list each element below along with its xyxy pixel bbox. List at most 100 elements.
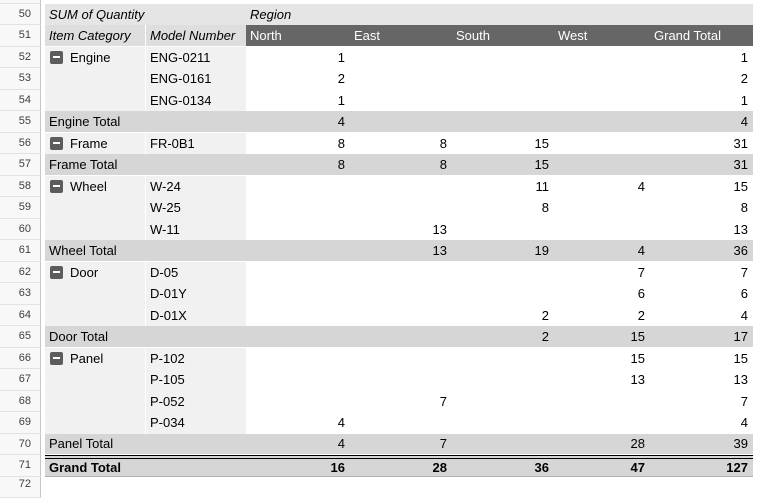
- value-cell[interactable]: [350, 369, 452, 391]
- total-value-cell[interactable]: 17: [650, 326, 753, 348]
- grand-total-label-cell[interactable]: Grand Total: [45, 455, 246, 477]
- value-cell[interactable]: [350, 90, 452, 112]
- value-cell[interactable]: 4: [554, 176, 650, 198]
- category-cell[interactable]: Frame: [45, 133, 145, 155]
- collapse-button[interactable]: [50, 137, 63, 150]
- total-value-cell[interactable]: 4: [246, 434, 350, 456]
- value-cell[interactable]: 2: [650, 68, 753, 90]
- category-cell[interactable]: Panel: [45, 348, 145, 370]
- model-number-header[interactable]: Model Number: [145, 25, 246, 47]
- value-cell[interactable]: [452, 412, 554, 434]
- value-cell[interactable]: [350, 305, 452, 327]
- value-cell[interactable]: 1: [650, 90, 753, 112]
- value-cell[interactable]: 4: [650, 305, 753, 327]
- row-number[interactable]: 57: [0, 154, 41, 176]
- total-value-cell[interactable]: [452, 111, 554, 133]
- value-cell[interactable]: 11: [452, 176, 554, 198]
- category-cell[interactable]: [45, 369, 145, 391]
- value-cell[interactable]: [452, 90, 554, 112]
- column-header-north[interactable]: North: [246, 25, 350, 47]
- total-value-cell[interactable]: 15: [452, 154, 554, 176]
- value-cell[interactable]: 13: [650, 219, 753, 241]
- value-cell[interactable]: [554, 197, 650, 219]
- value-cell[interactable]: [452, 348, 554, 370]
- category-cell[interactable]: [45, 391, 145, 413]
- column-header-grand-total[interactable]: Grand Total: [650, 25, 753, 47]
- value-cell[interactable]: 31: [650, 133, 753, 155]
- model-cell[interactable]: P-102: [145, 348, 246, 370]
- model-cell[interactable]: P-105: [145, 369, 246, 391]
- value-cell[interactable]: [452, 47, 554, 69]
- value-cell[interactable]: 8: [350, 133, 452, 155]
- value-cell[interactable]: [554, 68, 650, 90]
- value-cell[interactable]: 2: [554, 305, 650, 327]
- value-cell[interactable]: [452, 262, 554, 284]
- total-value-cell[interactable]: [452, 434, 554, 456]
- total-value-cell[interactable]: 4: [554, 240, 650, 262]
- total-value-cell[interactable]: 15: [554, 326, 650, 348]
- category-cell[interactable]: [45, 305, 145, 327]
- column-header-west[interactable]: West: [554, 25, 650, 47]
- row-number[interactable]: 68: [0, 391, 41, 413]
- grand-total-value-cell[interactable]: 16: [246, 455, 350, 477]
- total-label-cell[interactable]: Wheel Total: [45, 240, 246, 262]
- row-number[interactable]: 69: [0, 412, 41, 434]
- value-cell[interactable]: [554, 90, 650, 112]
- item-category-header[interactable]: Item Category: [45, 25, 145, 47]
- category-cell[interactable]: [45, 197, 145, 219]
- row-number[interactable]: 72: [0, 477, 41, 498]
- value-cell[interactable]: 7: [350, 391, 452, 413]
- total-label-cell[interactable]: Engine Total: [45, 111, 246, 133]
- row-number[interactable]: 71: [0, 455, 41, 477]
- model-cell[interactable]: W-25: [145, 197, 246, 219]
- category-cell[interactable]: Engine: [45, 47, 145, 69]
- collapse-button[interactable]: [50, 180, 63, 193]
- value-cell[interactable]: 6: [554, 283, 650, 305]
- row-number[interactable]: 55: [0, 111, 41, 133]
- row-number[interactable]: 64: [0, 305, 41, 327]
- value-cell[interactable]: 7: [650, 391, 753, 413]
- row-number[interactable]: 66: [0, 348, 41, 370]
- value-cell[interactable]: [350, 68, 452, 90]
- value-cell[interactable]: [554, 219, 650, 241]
- value-cell[interactable]: [246, 369, 350, 391]
- row-number[interactable]: 52: [0, 47, 41, 69]
- model-cell[interactable]: W-24: [145, 176, 246, 198]
- value-cell[interactable]: [350, 197, 452, 219]
- row-number[interactable]: 51: [0, 25, 41, 47]
- row-number[interactable]: 61: [0, 240, 41, 262]
- model-cell[interactable]: ENG-0211: [145, 47, 246, 69]
- value-cell[interactable]: [350, 176, 452, 198]
- value-cell[interactable]: [452, 68, 554, 90]
- total-value-cell[interactable]: [246, 240, 350, 262]
- value-cell[interactable]: 8: [650, 197, 753, 219]
- total-value-cell[interactable]: [350, 111, 452, 133]
- model-cell[interactable]: D-05: [145, 262, 246, 284]
- model-cell[interactable]: D-01X: [145, 305, 246, 327]
- total-value-cell[interactable]: [554, 154, 650, 176]
- total-value-cell[interactable]: 28: [554, 434, 650, 456]
- row-number[interactable]: 56: [0, 133, 41, 155]
- total-value-cell[interactable]: 31: [650, 154, 753, 176]
- value-cell[interactable]: 1: [246, 90, 350, 112]
- value-cell[interactable]: [554, 47, 650, 69]
- model-cell[interactable]: P-052: [145, 391, 246, 413]
- value-cell[interactable]: 13: [650, 369, 753, 391]
- total-value-cell[interactable]: 2: [452, 326, 554, 348]
- value-cell[interactable]: 2: [452, 305, 554, 327]
- value-cell[interactable]: 7: [554, 262, 650, 284]
- model-cell[interactable]: D-01Y: [145, 283, 246, 305]
- total-label-cell[interactable]: Door Total: [45, 326, 246, 348]
- value-cell[interactable]: 13: [554, 369, 650, 391]
- total-value-cell[interactable]: 4: [650, 111, 753, 133]
- row-number[interactable]: 53: [0, 68, 41, 90]
- value-cell[interactable]: [350, 283, 452, 305]
- value-cell[interactable]: [350, 47, 452, 69]
- value-cell[interactable]: 8: [452, 197, 554, 219]
- total-value-cell[interactable]: 8: [350, 154, 452, 176]
- total-value-cell[interactable]: 19: [452, 240, 554, 262]
- total-value-cell[interactable]: 13: [350, 240, 452, 262]
- value-cell[interactable]: [350, 262, 452, 284]
- collapse-button[interactable]: [50, 352, 63, 365]
- row-number[interactable]: 60: [0, 219, 41, 241]
